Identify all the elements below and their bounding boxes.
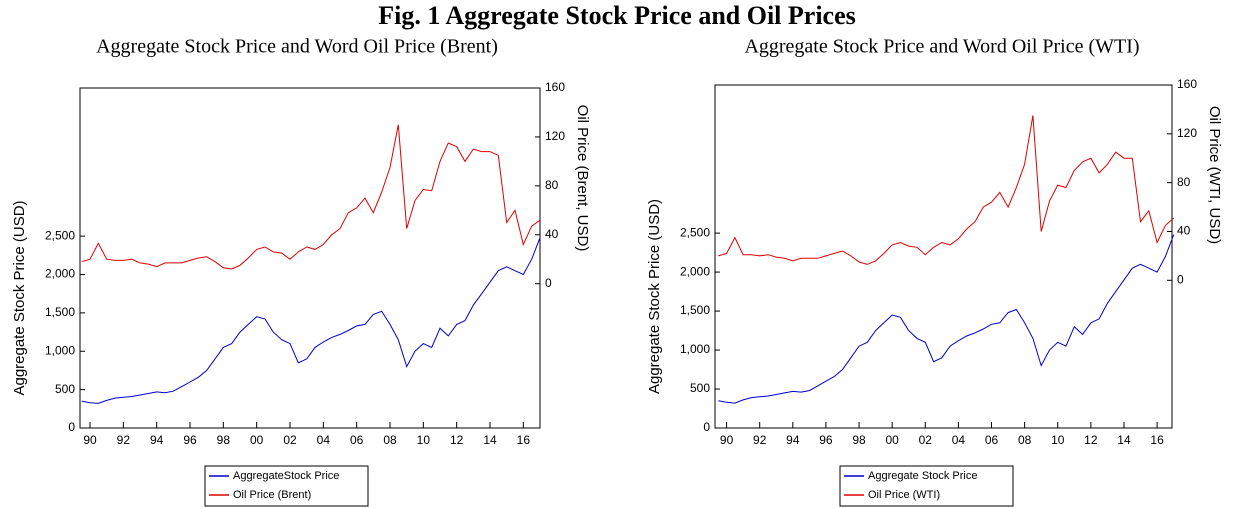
- x-tick-label: 16: [517, 433, 531, 447]
- y2-tick-label: 160: [1177, 77, 1197, 91]
- y2-axis-label: Oil Price (Brent, USD): [574, 105, 591, 252]
- x-tick-label: 92: [117, 433, 131, 447]
- y-tick-label: 2,500: [680, 225, 710, 239]
- y-tick-label: 2,500: [45, 228, 75, 242]
- y-tick-label: 1,500: [45, 305, 75, 319]
- x-tick-label: 12: [1084, 433, 1098, 447]
- figure-title: Fig. 1 Aggregate Stock Price and Oil Pri…: [378, 1, 856, 30]
- x-tick-label: 16: [1150, 433, 1164, 447]
- plot-frame: [714, 84, 1173, 429]
- y2-tick-label: 0: [1177, 272, 1184, 286]
- y-tick-label: 0: [68, 420, 75, 434]
- series-line: [718, 234, 1175, 404]
- x-tick-label: 02: [919, 433, 933, 447]
- legend-label: Oil Price (Brent): [233, 489, 311, 501]
- y-tick-label: 2,000: [680, 264, 710, 278]
- x-tick-label: 90: [720, 433, 734, 447]
- x-tick-label: 08: [1018, 433, 1032, 447]
- legend-box: [204, 465, 369, 507]
- x-tick-label: 00: [250, 433, 264, 447]
- series-line: [718, 115, 1175, 265]
- x-tick-label: 94: [150, 433, 164, 447]
- y2-tick-label: 40: [545, 227, 559, 241]
- series-line: [81, 124, 541, 270]
- x-tick-label: 12: [450, 433, 464, 447]
- x-tick-label: 94: [786, 433, 800, 447]
- x-tick-label: 92: [753, 433, 767, 447]
- y2-tick-label: 120: [545, 129, 565, 143]
- legend-label: Oil Price (WTI): [868, 489, 940, 501]
- y-axis-label: Aggregate Stock Price (USD): [11, 200, 28, 395]
- x-tick-label: 90: [83, 433, 97, 447]
- chart-title: Aggregate Stock Price and Word Oil Price…: [96, 36, 498, 58]
- x-tick-label: 04: [317, 433, 331, 447]
- x-tick-label: 96: [819, 433, 833, 447]
- x-tick-label: 10: [417, 433, 431, 447]
- x-tick-label: 96: [183, 433, 197, 447]
- x-tick-label: 08: [383, 433, 397, 447]
- x-tick-label: 14: [1117, 433, 1131, 447]
- x-tick-label: 98: [852, 433, 866, 447]
- y2-tick-label: 40: [1177, 224, 1191, 238]
- y-tick-label: 1,500: [680, 303, 710, 317]
- x-tick-label: 00: [885, 433, 899, 447]
- x-tick-label: 04: [952, 433, 966, 447]
- y-axis-label: Aggregate Stock Price (USD): [646, 199, 663, 394]
- y-tick-label: 2,000: [45, 267, 75, 281]
- y-tick-label: 500: [55, 382, 75, 396]
- y2-tick-label: 120: [1177, 126, 1197, 140]
- y2-axis-label: Oil Price (WTI, USD): [1206, 106, 1223, 244]
- y-tick-label: 1,000: [45, 343, 75, 357]
- x-tick-label: 06: [350, 433, 364, 447]
- y-tick-label: 500: [690, 381, 710, 395]
- plot-frame: [79, 87, 541, 429]
- x-tick-label: 06: [985, 433, 999, 447]
- x-tick-label: 10: [1051, 433, 1065, 447]
- y-tick-label: 0: [703, 420, 710, 434]
- y-tick-label: 1,000: [680, 342, 710, 356]
- x-tick-label: 98: [217, 433, 231, 447]
- x-tick-label: 14: [483, 433, 497, 447]
- y2-tick-label: 80: [545, 178, 559, 192]
- legend-label: AggregateStock Price: [233, 470, 339, 482]
- y2-tick-label: 80: [1177, 175, 1191, 189]
- legend-label: Aggregate Stock Price: [868, 470, 977, 482]
- series-line: [81, 237, 541, 404]
- y2-tick-label: 160: [545, 80, 565, 94]
- chart-title: Aggregate Stock Price and Word Oil Price…: [744, 36, 1139, 58]
- y2-tick-label: 0: [545, 276, 552, 290]
- legend-box: [839, 465, 1014, 507]
- x-tick-label: 02: [283, 433, 297, 447]
